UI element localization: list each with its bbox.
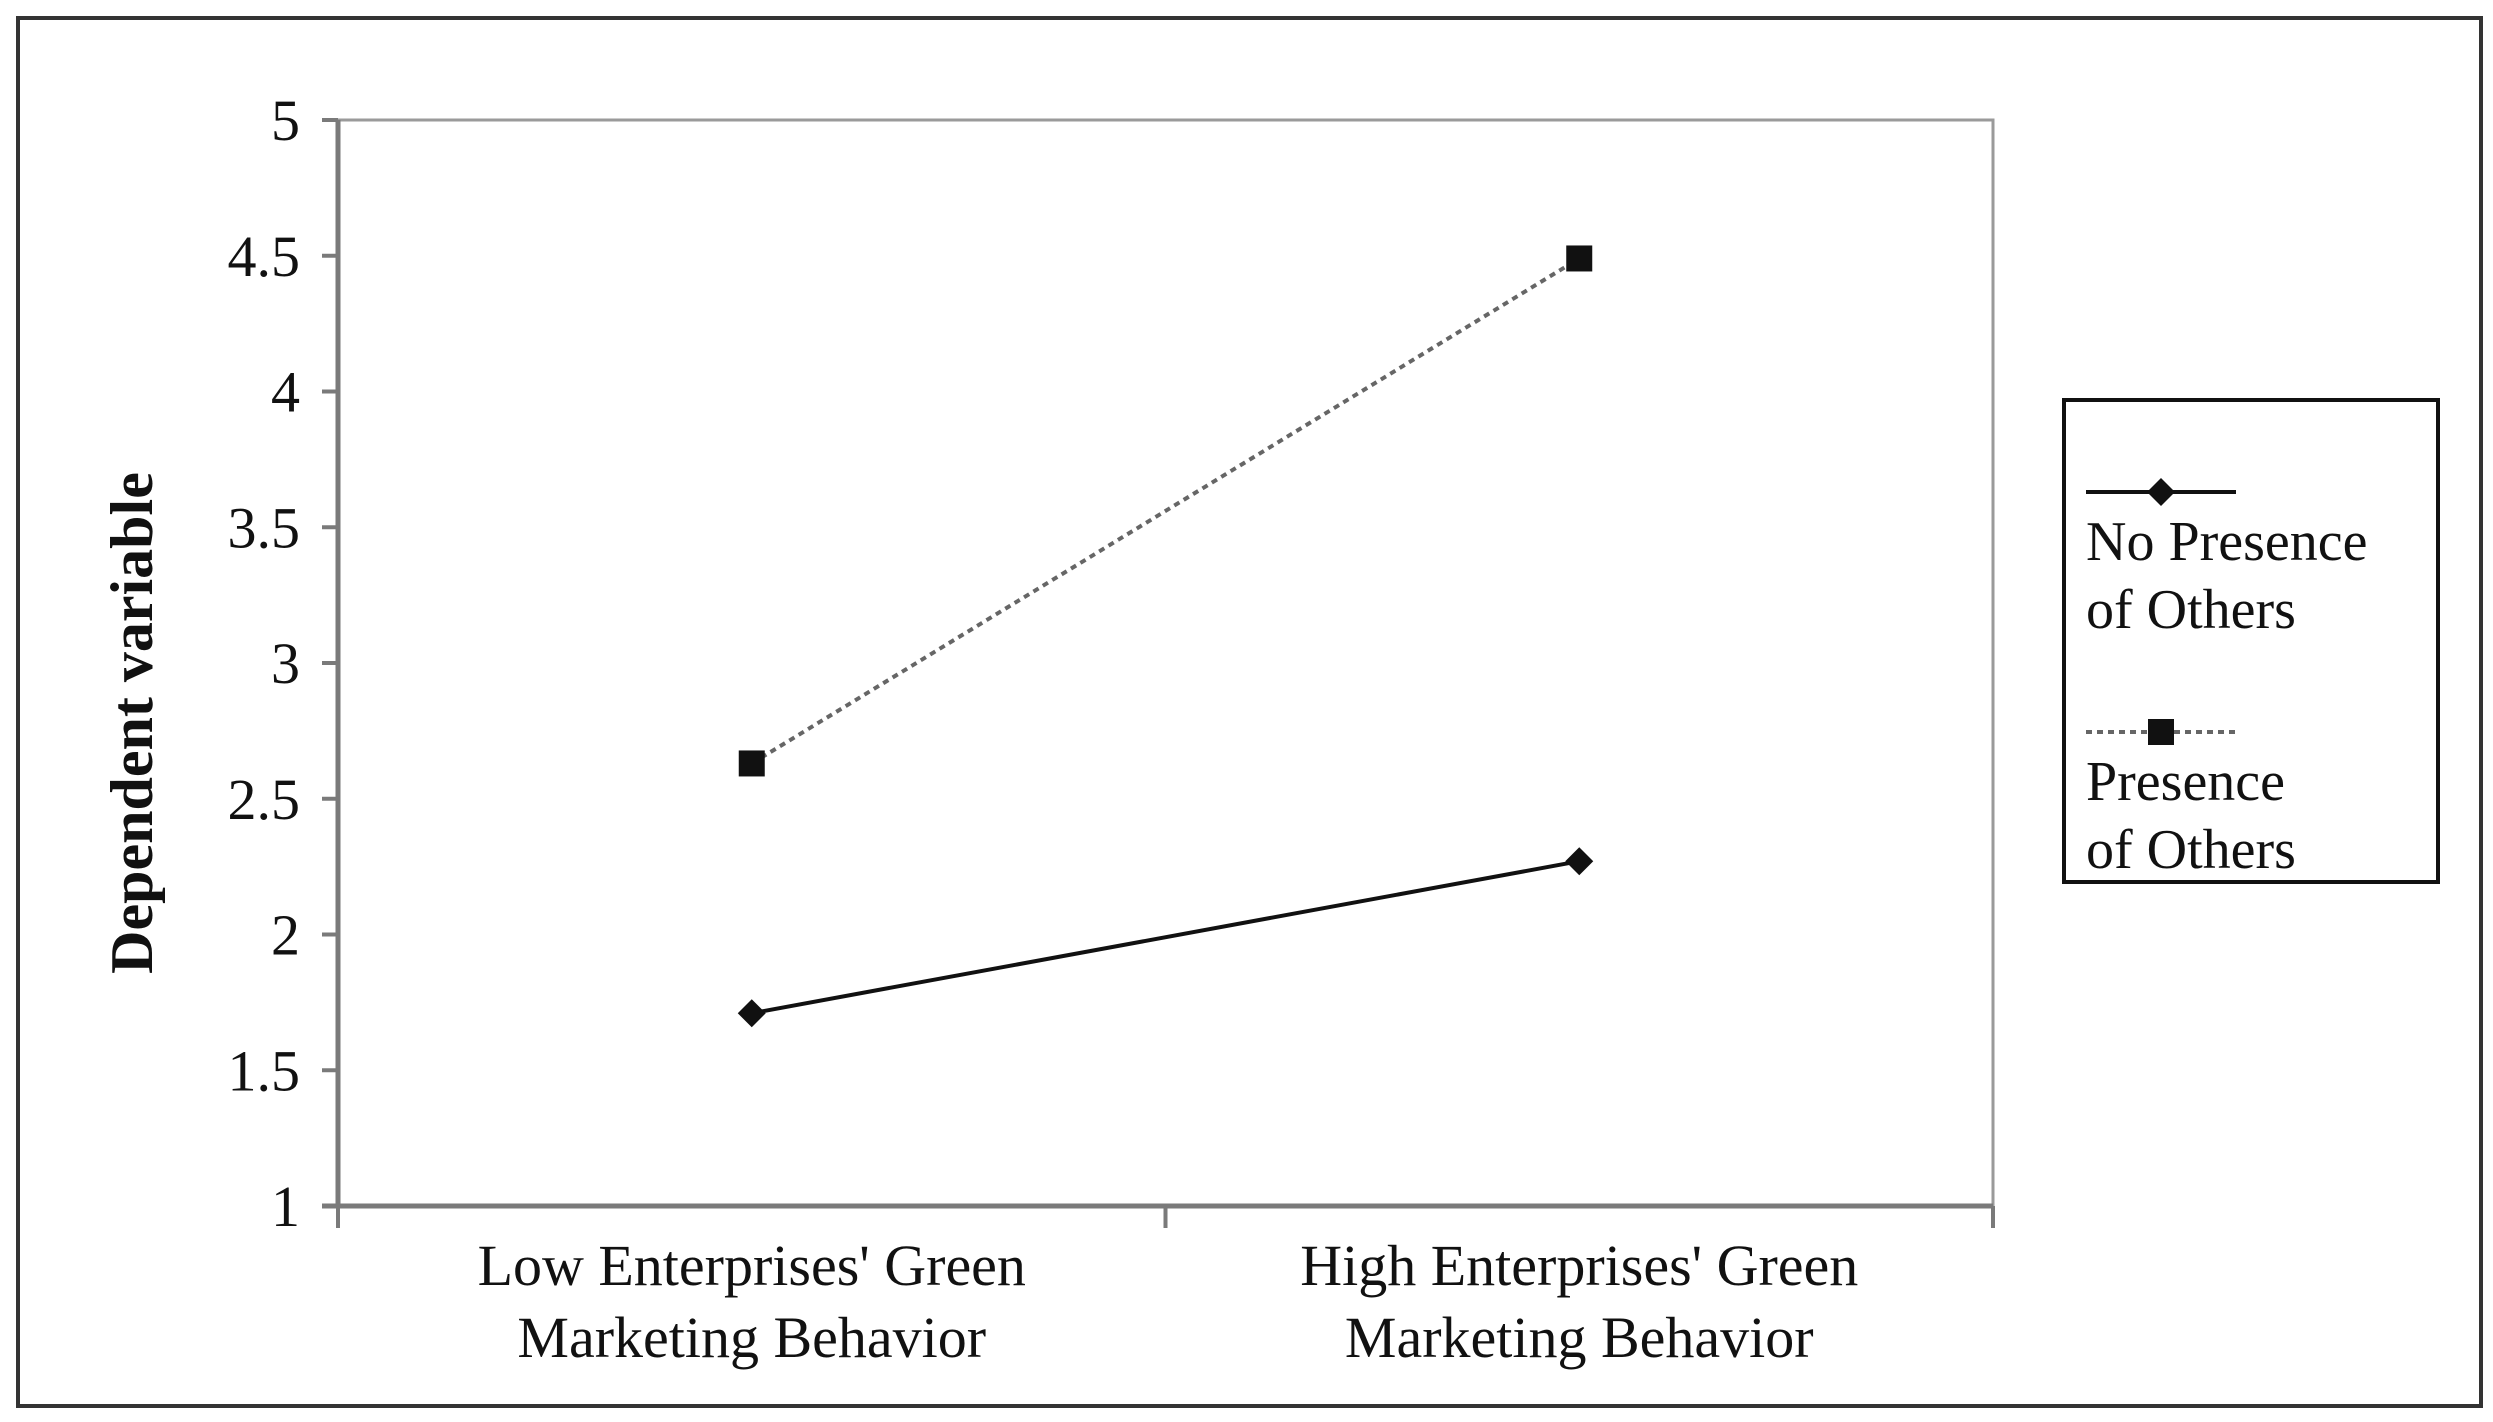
y-tick-label: 1.5	[228, 1038, 301, 1103]
series-line-1	[750, 256, 1581, 766]
legend-marker	[2148, 719, 2174, 745]
data-point	[737, 999, 766, 1028]
y-tick-label: 2.5	[228, 767, 301, 832]
series-line-0	[751, 859, 1580, 1016]
plot-border	[336, 118, 1995, 1208]
legend-label: No Presence of Others	[2086, 511, 2367, 641]
data-point	[1565, 847, 1594, 876]
x-tick-label: High Enterprises' Green Marketing Behavio…	[1300, 1233, 1858, 1370]
y-tick-label: 2	[271, 903, 300, 968]
legend-label: Presence of Others	[2086, 751, 2296, 881]
x-tick-label: Low Enterprises' Green Marketing Behavior	[478, 1233, 1026, 1370]
y-tick-label: 3	[271, 631, 300, 696]
y-tick-label: 5	[271, 88, 300, 153]
legend: No Presence of Others Presence of Others	[2062, 398, 2440, 884]
data-point	[738, 750, 765, 777]
y-tick-label: 3.5	[228, 495, 301, 560]
series-layer	[737, 245, 1594, 1028]
legend-box	[2062, 398, 2440, 884]
y-tick-label: 1	[271, 1174, 300, 1239]
legend-marker	[2147, 478, 2175, 506]
axes: 1 1.5 2 2.5 3 3.5 4 4.5 5 Low Enterprises' Green M…	[99, 88, 1995, 1370]
y-tick-label: 4	[271, 360, 300, 425]
y-axis-title: Dependent variable	[99, 472, 165, 974]
y-tick-label: 4.5	[228, 224, 301, 289]
plot-area	[336, 118, 1995, 1208]
data-point	[1566, 245, 1593, 272]
